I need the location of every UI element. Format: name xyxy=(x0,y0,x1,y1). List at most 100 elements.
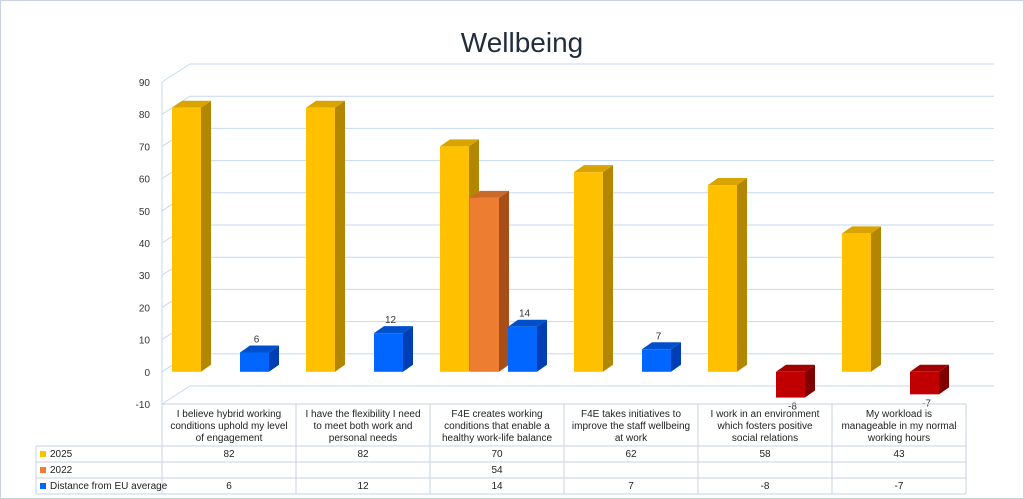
bar-side xyxy=(403,326,413,372)
bar-data-label: 14 xyxy=(519,309,531,320)
legend-label: Distance from EU average xyxy=(50,481,168,492)
y-tick-label: 50 xyxy=(139,207,151,218)
bar-front xyxy=(374,333,403,372)
bar-side xyxy=(335,100,345,372)
bar-front xyxy=(574,172,603,372)
table-cell: 54 xyxy=(491,465,503,476)
category-label: social relations xyxy=(732,433,798,444)
bar-top xyxy=(776,364,815,372)
y-tick-label: 40 xyxy=(139,239,151,250)
bar-2025-0 xyxy=(172,100,211,372)
bar-side xyxy=(499,190,509,372)
category-label: of engagement xyxy=(196,433,263,444)
category-label: conditions uphold my level xyxy=(170,421,287,432)
bar-top xyxy=(240,345,279,353)
y-tick-label: 80 xyxy=(139,110,151,121)
bar-data-label: 7 xyxy=(656,331,662,342)
bar-front xyxy=(776,371,805,398)
legend-label: 2022 xyxy=(50,465,73,476)
table-cell: 58 xyxy=(759,449,771,460)
bar-distance-from-eu-average-4 xyxy=(776,364,815,398)
bar-front xyxy=(842,233,871,372)
y-tick-label: 70 xyxy=(139,142,151,153)
chart-title: Wellbeing xyxy=(461,27,583,58)
bar-top xyxy=(708,178,747,186)
category-label: at work xyxy=(615,433,648,444)
bar-2025-4 xyxy=(708,178,747,372)
bar-top xyxy=(842,226,881,234)
table-cell: 82 xyxy=(223,449,235,460)
bar-2025-5 xyxy=(842,226,881,372)
bars xyxy=(172,100,949,398)
y-tick-label: 60 xyxy=(139,175,151,186)
category-label: I believe hybrid working xyxy=(177,409,282,420)
bar-front xyxy=(440,146,469,372)
y-tick-label: 90 xyxy=(139,78,151,89)
table-cell: 82 xyxy=(357,449,369,460)
bar-side xyxy=(737,178,747,372)
category-label: My workload is xyxy=(866,409,932,420)
category-label: I work in an environment xyxy=(711,409,820,420)
bar-distance-from-eu-average-0 xyxy=(240,345,279,372)
bar-top xyxy=(574,165,613,173)
category-label: conditions that enable a xyxy=(444,421,550,432)
y-tick-label: 0 xyxy=(144,368,150,379)
gridline xyxy=(161,385,994,405)
bar-front xyxy=(910,371,939,395)
bar-top xyxy=(306,100,345,108)
bar-2022-2 xyxy=(470,190,509,372)
bar-side xyxy=(201,100,211,372)
category-label: manageable in my normal xyxy=(841,421,956,432)
bar-front xyxy=(508,326,537,372)
gridline xyxy=(161,95,994,115)
bar-distance-from-eu-average-3 xyxy=(642,342,681,372)
gridline xyxy=(161,127,994,147)
bar-top xyxy=(642,342,681,350)
bar-data-label: -8 xyxy=(788,402,797,413)
category-label: I have the flexibility I need xyxy=(305,409,420,420)
bar-front xyxy=(642,349,671,372)
bar-top xyxy=(508,319,547,327)
table-cell: 14 xyxy=(491,481,503,492)
legend-swatch xyxy=(40,483,46,489)
gridline xyxy=(161,63,994,83)
bar-side xyxy=(939,364,949,395)
category-label: F4E takes initiatives to xyxy=(581,409,681,420)
category-label: improve the staff wellbeing xyxy=(572,421,690,432)
bar-distance-from-eu-average-5 xyxy=(910,364,949,395)
y-axis-ticks: -10 0 10 20 30 40 50 60 70 80 90 xyxy=(136,78,151,411)
bar-front xyxy=(306,107,335,372)
table-cell: 62 xyxy=(625,449,637,460)
y-tick-label: 30 xyxy=(139,271,151,282)
category-label: to meet both work and xyxy=(314,421,413,432)
bar-2025-1 xyxy=(306,100,345,372)
bar-front xyxy=(708,185,737,372)
bar-top xyxy=(910,364,949,372)
bar-distance-from-eu-average-2 xyxy=(508,319,547,372)
bar-data-label: 12 xyxy=(385,315,397,326)
table-cell: 6 xyxy=(226,481,232,492)
legend-swatch xyxy=(40,467,46,473)
category-label: personal needs xyxy=(329,433,397,444)
bar-side xyxy=(537,319,547,372)
bar-side xyxy=(603,165,613,372)
legend-swatch xyxy=(40,451,46,457)
y-tick-label: 20 xyxy=(139,303,151,314)
bar-front xyxy=(470,197,499,372)
category-label: which fosters positive xyxy=(716,421,812,432)
bar-side xyxy=(805,364,815,398)
bar-top xyxy=(374,326,413,334)
bar-top xyxy=(470,190,509,198)
category-label: healthy work-life balance xyxy=(442,433,552,444)
y-tick-label: -10 xyxy=(136,400,151,411)
category-label: working hours xyxy=(867,433,930,444)
bar-top xyxy=(440,139,479,147)
table-cell: 70 xyxy=(491,449,503,460)
y-tick-label: 10 xyxy=(139,336,151,347)
bar-top xyxy=(172,100,211,108)
table-cell: -7 xyxy=(895,481,904,492)
table-cell: 7 xyxy=(628,481,634,492)
table-cell: -8 xyxy=(761,481,770,492)
